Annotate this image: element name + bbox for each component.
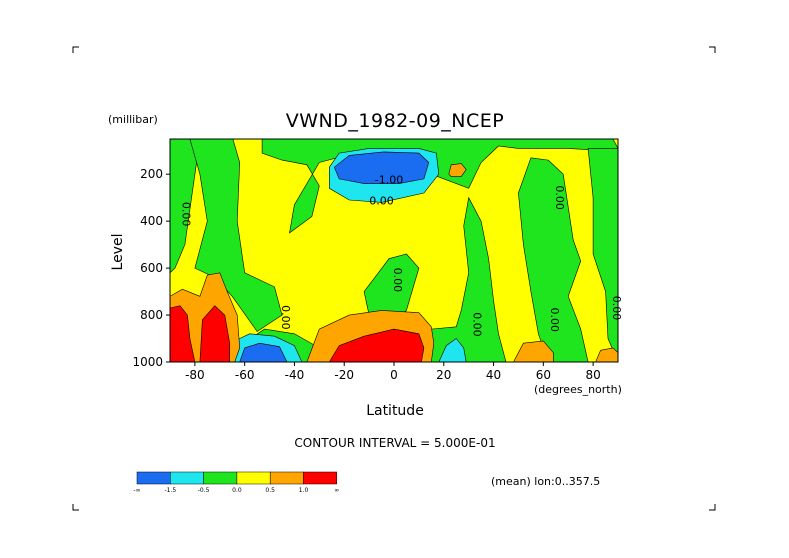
colorbar-label: -∞ [133,487,140,494]
colorbar-label: 0.5 [265,487,275,494]
x-tick-label: 0 [390,368,398,382]
contour-region [448,163,467,177]
contour-interval-label: CONTOUR INTERVAL = 5.000E-01 [294,436,495,450]
contour-labels: 0.00 -1.00 0.00 0.00 0.00 0.00 0.00 0.00 0.00 [179,174,623,337]
contour-region [333,151,430,184]
colorbar-label: -1.5 [164,487,176,494]
x-tick-label: 60 [536,368,551,382]
contour-label: 0.00 [369,195,394,208]
contour-region [595,347,618,362]
y-tick-label: 400 [140,214,163,228]
contour-region [513,340,554,362]
contour-region [587,148,618,362]
x-tick-label: 40 [486,368,501,382]
colorbar-swatch [170,471,204,485]
contour-region [418,196,507,362]
x-units-label: (degrees_north) [534,383,622,396]
colorbar-swatch [203,471,238,485]
colorbar-label: ∞ [334,487,339,494]
x-tick-label: -60 [235,368,255,382]
contour-label: -1.00 [375,174,403,187]
x-tick-label: -20 [334,368,354,382]
contour-label: 0.00 [553,185,566,210]
contour-region [189,139,283,332]
contour-label: 0.00 [471,312,484,337]
contour-label: 0.00 [548,307,561,332]
y-axis-ticks: 200 400 600 800 1000 [132,167,170,369]
colorbar-label: -0.5 [198,487,210,494]
contour-region [518,157,589,362]
y-tick-label: 1000 [132,355,163,369]
x-axis-ticks: -80 -60 -40 -20 0 20 40 60 80 [185,362,601,382]
colorbar-swatch [136,471,171,485]
chart-title: VWND_1982-09_NCEP [286,110,504,132]
x-tick-label: 80 [585,368,600,382]
colorbar-swatch [236,471,271,485]
contour-region [239,342,288,362]
x-axis-label: Latitude [366,403,424,419]
contour-label: 0.00 [179,202,192,227]
plot-area [169,138,619,363]
colorbar-swatch [269,471,304,485]
x-tick-label: -80 [185,368,205,382]
contour-label: 0.00 [279,305,292,330]
contour-region [170,139,618,362]
contour-region [199,305,230,362]
colorbar-swatch [303,471,338,485]
corner-marks [72,46,716,511]
y-tick-label: 600 [140,261,163,275]
mean-lon-label: (mean) lon:0..357.5 [491,475,600,488]
y-tick-label: 200 [140,167,163,181]
colorbar: -∞ -1.5 -0.5 0.0 0.5 1.0 ∞ [133,471,339,494]
y-units-label: (millibar) [108,113,158,126]
contour-label: 0.00 [391,268,404,293]
colorbar-label: 0.0 [232,487,242,494]
contour-region [328,328,425,362]
x-tick-label: 20 [436,368,451,382]
contour-label: 0.00 [610,296,623,321]
y-axis-label: Level [110,234,126,271]
colorbar-label: 1.0 [299,487,309,494]
x-tick-label: -40 [285,368,305,382]
y-tick-label: 800 [140,308,163,322]
contour-region [170,305,196,362]
contour-region [170,139,201,274]
contour-region [438,338,467,362]
